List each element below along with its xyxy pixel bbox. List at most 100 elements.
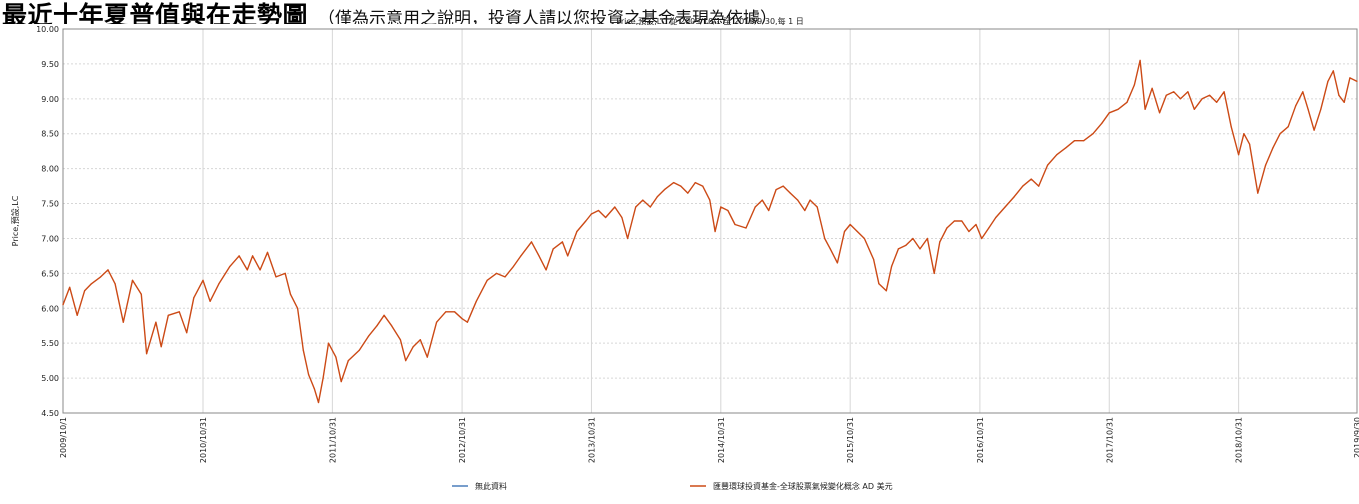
data-point: [1257, 192, 1259, 194]
data-point: [714, 230, 716, 233]
x-tick-label: 2013/10/31: [587, 417, 596, 463]
data-point: [178, 311, 180, 313]
headline-main: 最近十年夏普值與在走勢圖: [2, 1, 309, 24]
data-point: [912, 237, 914, 240]
data-point: [426, 356, 428, 358]
y-tick-label: 7.50: [41, 200, 59, 209]
data-point: [1302, 91, 1304, 93]
data-point: [614, 206, 616, 208]
data-point: [1265, 164, 1267, 166]
data-point: [193, 297, 195, 299]
data-point: [1179, 98, 1182, 100]
data-point: [322, 377, 324, 379]
data-point: [621, 216, 623, 219]
data-point: [605, 216, 607, 219]
data-point: [849, 223, 851, 226]
data-point: [797, 199, 799, 201]
data-point: [673, 182, 675, 184]
data-point: [926, 237, 929, 240]
data-point: [768, 209, 770, 212]
x-tick-label: 2012/10/31: [458, 417, 467, 463]
data-point: [399, 339, 401, 341]
plot-frame: [62, 28, 1358, 414]
data-point: [461, 318, 463, 320]
data-point: [1295, 105, 1297, 107]
y-axis: 4.50 5.00 5.50 6.00 6.50 7.00 7.50 8.00 8.50 9.00…: [36, 25, 59, 418]
data-point: [259, 269, 261, 271]
data-point: [302, 349, 304, 351]
data-point: [1126, 101, 1128, 103]
data-point: [897, 248, 900, 250]
y-tick-label: 7.00: [41, 234, 59, 243]
data-point: [1238, 154, 1240, 156]
legend-label: 無此資料: [475, 481, 507, 491]
data-point: [1117, 108, 1119, 110]
data-point: [90, 283, 92, 285]
data-point: [266, 251, 269, 253]
data-point: [843, 230, 846, 233]
data-point: [284, 272, 286, 274]
data-point: [1133, 84, 1135, 86]
data-point: [1022, 185, 1024, 187]
data-point: [1144, 108, 1146, 110]
y-tick-label: 9.50: [41, 60, 59, 69]
data-point: [1193, 108, 1195, 110]
data-point: [504, 276, 506, 278]
data-point: [297, 307, 299, 309]
grid: [62, 28, 1358, 414]
x-tick-label: 2010/10/31: [199, 417, 208, 463]
data-point: [1243, 133, 1245, 135]
data-point: [512, 265, 515, 267]
data-point: [1092, 133, 1094, 135]
x-tick-label: 2009/10/1: [59, 417, 68, 458]
data-point: [995, 216, 997, 219]
x-tick-label: 2018/10/31: [1235, 417, 1244, 463]
chart-title: Price,預設,LC 從 2009/10/1 至 2019/9/30,每 1 …: [616, 16, 804, 26]
data-point: [953, 220, 956, 222]
data-point: [939, 241, 941, 243]
data-point: [317, 401, 320, 404]
data-point: [1287, 126, 1289, 128]
data-point: [1030, 178, 1032, 180]
data-point: [635, 206, 637, 208]
x-axis: 2009/10/1 2010/10/31 2011/10/31 2012/10/31 2…: [59, 417, 1359, 463]
y-tick-label: 6.00: [41, 304, 59, 313]
data-point: [824, 237, 826, 240]
data-point: [1201, 98, 1203, 100]
data-point: [1151, 87, 1153, 89]
data-point: [585, 220, 587, 222]
data-point: [1313, 129, 1315, 131]
x-tick-label: 2011/10/31: [328, 417, 337, 463]
data-point: [1320, 108, 1322, 110]
data-point: [856, 230, 858, 233]
data-point: [495, 272, 498, 274]
data-point: [975, 223, 977, 226]
data-point: [782, 185, 784, 187]
data-point: [454, 311, 456, 313]
data-point: [1338, 94, 1340, 96]
data-point: [76, 314, 78, 316]
data-point: [775, 189, 777, 191]
data-point: [114, 283, 116, 285]
data-point: [734, 223, 736, 226]
data-point: [663, 189, 666, 191]
data-point: [1108, 112, 1110, 114]
data-point: [590, 213, 593, 215]
series-layer: [62, 59, 1358, 404]
data-point: [1101, 122, 1103, 124]
data-point: [988, 227, 990, 229]
data-point: [1159, 112, 1161, 114]
data-point: [122, 321, 124, 323]
data-point: [412, 346, 414, 348]
data-point: [829, 248, 831, 250]
data-point: [885, 290, 887, 292]
data-point: [1073, 140, 1076, 142]
data-point: [107, 269, 109, 271]
x-tick-label: 2017/10/31: [1105, 417, 1114, 463]
data-point: [1230, 126, 1232, 128]
data-point: [131, 279, 134, 281]
data-point: [863, 237, 866, 240]
data-point: [754, 206, 756, 208]
data-point: [1279, 133, 1281, 135]
data-point: [981, 237, 983, 240]
